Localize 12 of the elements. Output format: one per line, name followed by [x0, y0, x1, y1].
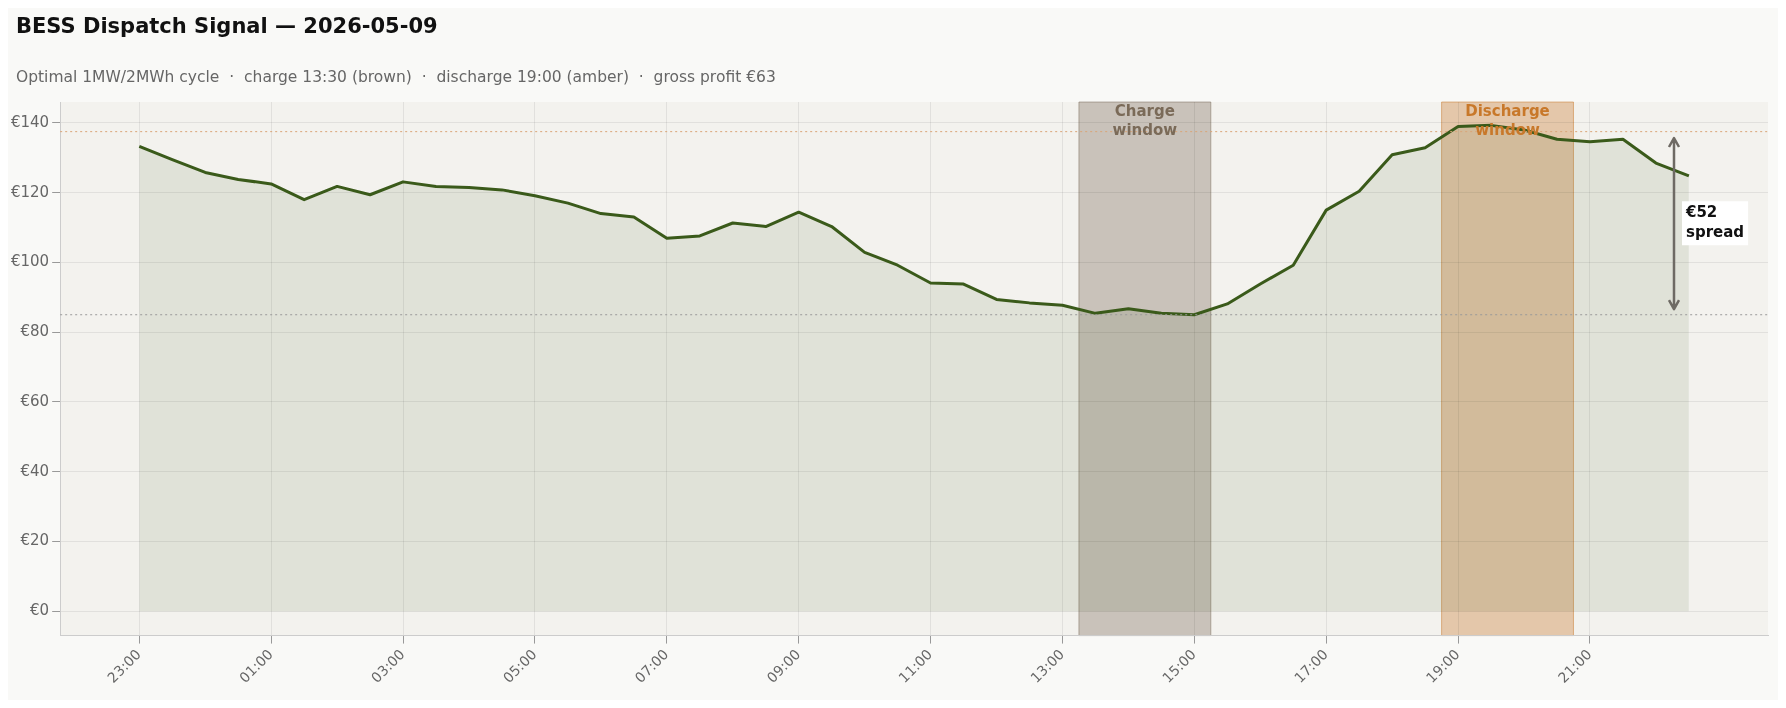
- y-tick-label: €120: [10, 182, 50, 201]
- annotation: €52 spread: [1685, 203, 1745, 242]
- y-tick-label: €60: [20, 391, 50, 410]
- y-tick-label: €0: [30, 601, 50, 620]
- chart-title: BESS Dispatch Signal — 2026-05-09: [15, 13, 439, 38]
- y-tick-label: €20: [20, 531, 50, 550]
- y-tick-label: €80: [20, 322, 50, 341]
- y-tick-label: €40: [20, 461, 50, 480]
- chart-subtitle: Optimal 1MW/2MWh cycle · charge 13:30 (brown) · discharge 19:00 (amber) · gross profit €63: [15, 67, 777, 88]
- y-tick-label: €140: [10, 112, 50, 131]
- band-label: Charge window: [1112, 102, 1178, 140]
- y-tick-label: €100: [10, 252, 50, 271]
